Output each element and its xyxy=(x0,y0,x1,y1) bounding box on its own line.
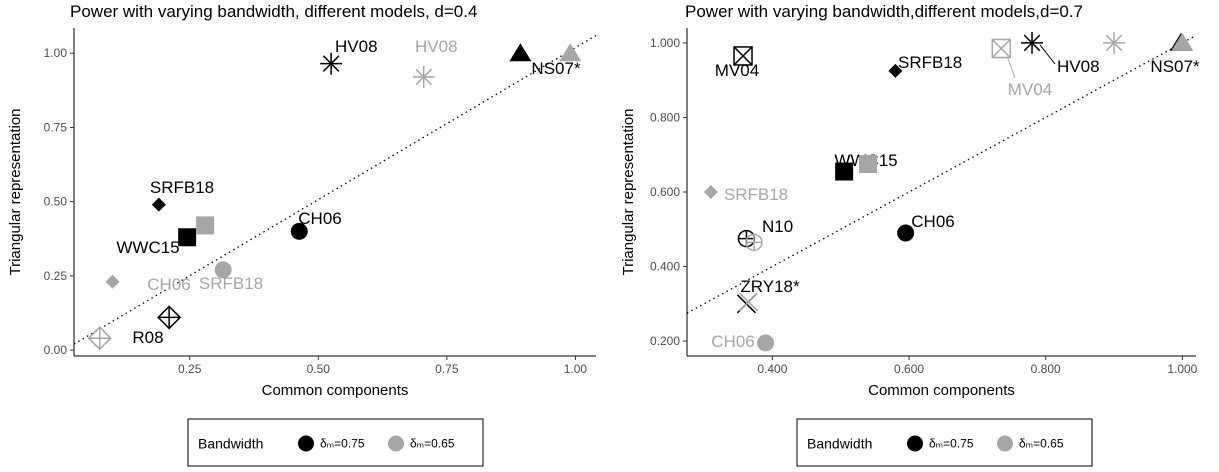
reference-line xyxy=(686,34,1197,314)
point-n10-marker xyxy=(745,233,763,252)
point-r08-marker xyxy=(157,305,182,330)
point-label: ZRY18* xyxy=(740,277,800,296)
point-srfb18-marker xyxy=(105,274,120,289)
x-tick-label: 0.50 xyxy=(307,362,331,376)
y-tick-label: 0.400 xyxy=(650,260,680,274)
point-label: R08 xyxy=(132,328,163,347)
x-tick-label: 0.400 xyxy=(757,362,787,376)
point-label: HV08 xyxy=(335,37,378,56)
point-ns07-marker xyxy=(559,43,582,62)
x-tick-label: 1.00 xyxy=(564,362,588,376)
point-label: CH06 xyxy=(298,209,341,228)
chart-left: Power with varying bandwidth, different … xyxy=(7,2,597,399)
point-mv04-marker xyxy=(991,38,1012,59)
y-tick-label: 0.25 xyxy=(44,269,68,283)
x-tick-label: 0.600 xyxy=(894,362,924,376)
y-tick-label: 0.75 xyxy=(44,120,68,134)
point-mv04-marker xyxy=(733,46,753,66)
point-ch06-marker xyxy=(757,334,775,352)
label-connector xyxy=(1006,56,1016,79)
y-tick-label: 1.00 xyxy=(44,46,68,60)
point-label: MV04 xyxy=(715,61,759,80)
point-label: SRFB18 xyxy=(724,185,788,204)
label-connector xyxy=(1039,44,1056,65)
y-tick-label: 0.600 xyxy=(650,185,680,199)
point-zry18-marker xyxy=(738,292,759,312)
legend-box xyxy=(796,418,1093,467)
legend-left: Bandwidth δₘ=0.75 δₘ=0.65 xyxy=(187,418,484,467)
legend-swatch-1 xyxy=(997,435,1013,452)
y-axis-label: Triangular representation xyxy=(620,108,637,275)
point-label: HV08 xyxy=(1057,57,1100,76)
point-hv08-marker xyxy=(412,65,435,88)
x-axis-label: Common components xyxy=(262,382,409,399)
point-ch06-marker xyxy=(290,222,308,240)
legend-swatch-1 xyxy=(388,435,404,452)
point-srfb18-marker xyxy=(888,63,903,78)
point-srfb18-marker xyxy=(703,185,718,199)
x-tick-label: 0.25 xyxy=(178,362,202,376)
point-wwc15-marker xyxy=(835,162,854,181)
legend-swatch-0 xyxy=(907,435,923,452)
point-label: WWC15 xyxy=(116,238,179,257)
x-tick-label: 1.000 xyxy=(1167,362,1197,376)
point-ns07-marker xyxy=(509,43,532,62)
y-tick-label: 0.200 xyxy=(650,334,680,348)
point-label: SRFB18 xyxy=(150,178,214,197)
reference-line xyxy=(73,34,597,345)
x-tick-label: 0.75 xyxy=(435,362,459,376)
legend-right: Bandwidth δₘ=0.75 δₘ=0.65 xyxy=(796,418,1093,467)
y-axis-label: Triangular representation xyxy=(7,108,24,275)
point-wwc15-marker xyxy=(859,155,878,174)
y-tick-label: 0.800 xyxy=(650,110,680,124)
chart-right: Power with varying bandwidth,different m… xyxy=(620,2,1200,399)
point-wwc15-marker xyxy=(196,216,215,235)
point-label: CH06 xyxy=(147,275,190,294)
point-ch06-marker xyxy=(214,261,232,279)
point-srfb18-marker xyxy=(151,197,166,212)
point-hv08-marker xyxy=(1103,31,1126,54)
point-ch06-marker xyxy=(897,224,915,242)
point-label: SRFB18 xyxy=(898,53,962,72)
legend-swatch-0 xyxy=(298,435,314,452)
legend-label-0: δₘ=0.75 xyxy=(929,437,974,451)
point-label: NS07* xyxy=(531,59,581,78)
point-label: NS07* xyxy=(1150,57,1200,76)
point-hv08-marker xyxy=(320,52,343,75)
y-tick-label: 1.000 xyxy=(650,36,680,50)
point-label: CH06 xyxy=(711,332,754,351)
legend-title: Bandwidth xyxy=(807,436,872,452)
legend-label-1: δₘ=0.65 xyxy=(1019,437,1064,451)
point-r08-marker xyxy=(87,326,112,351)
legend-box xyxy=(187,418,484,467)
point-wwc15-marker xyxy=(178,228,197,247)
point-label: N10 xyxy=(762,217,793,236)
point-ns07-marker xyxy=(1171,32,1194,51)
point-label: CH06 xyxy=(911,212,954,231)
point-label: MV04 xyxy=(1008,80,1052,99)
point-hv08-marker xyxy=(1021,31,1044,54)
chart-title: Power with varying bandwidth,different m… xyxy=(685,2,1083,21)
x-tick-label: 0.800 xyxy=(1031,362,1061,376)
y-tick-label: 0.00 xyxy=(44,343,68,357)
legend-label-1: δₘ=0.65 xyxy=(410,437,455,451)
legend-label-0: δₘ=0.75 xyxy=(320,437,365,451)
y-tick-label: 0.50 xyxy=(44,195,68,209)
point-label: HV08 xyxy=(415,37,458,56)
chart-title: Power with varying bandwidth, different … xyxy=(70,2,477,21)
x-axis-label: Common components xyxy=(868,382,1015,399)
point-label: SRFB18 xyxy=(199,274,263,293)
legend-title: Bandwidth xyxy=(198,436,263,452)
